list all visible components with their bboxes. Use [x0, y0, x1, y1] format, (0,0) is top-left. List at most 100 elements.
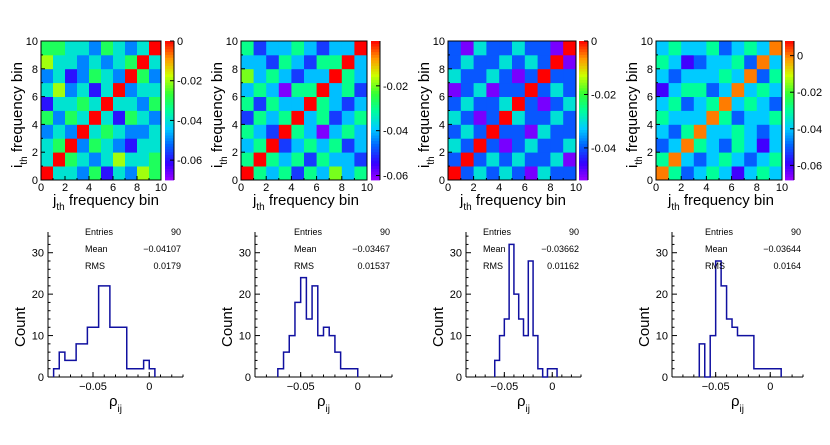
heatmap-cell [89, 152, 102, 167]
heatmap-cell [486, 124, 500, 139]
stats-label: Entries [85, 227, 114, 237]
heatmap-cell [125, 82, 138, 97]
heatmap-cell [499, 68, 513, 84]
histogram-bin [710, 336, 715, 377]
x-tick-label: 4 [703, 182, 709, 194]
x-tick-label: 6 [522, 182, 528, 194]
histogram-bin [278, 369, 284, 377]
heatmap-cell [53, 96, 66, 111]
histogram-bin [748, 336, 753, 377]
heatmap-cell [656, 110, 669, 125]
heatmap-cell [278, 110, 292, 125]
y-tick-label: 4 [32, 119, 38, 131]
y-tick-label: 20 [656, 289, 668, 301]
stats-box: Entries 90 Mean −0.03467 RMS 0.01537 [294, 227, 390, 271]
colorbar-segment [165, 68, 174, 72]
colorbar-segment [579, 85, 588, 89]
heatmap-cell [537, 82, 551, 97]
y-tick-label: 0 [456, 372, 462, 384]
histogram-bin [727, 319, 732, 377]
histogram-bin [524, 336, 529, 377]
heatmap-cell [550, 166, 564, 181]
colorbar-segment [785, 49, 794, 53]
heatmap-cell [681, 152, 695, 167]
heatmap-cell [65, 96, 78, 111]
heatmap-cell [706, 82, 720, 97]
y-axis-label: Count [219, 306, 236, 347]
heatmap-cell [316, 110, 330, 125]
heatmap-cell [744, 41, 758, 56]
colorbar-segment [371, 71, 380, 75]
heatmap-cell [769, 54, 783, 70]
heatmap-cell [668, 96, 682, 111]
heatmap-cell [125, 166, 138, 181]
heatmap-cell [731, 41, 745, 56]
x-tick-label: 4 [496, 182, 502, 194]
heatmap-cell [125, 41, 138, 56]
heatmap-cell [524, 110, 538, 125]
colorbar-segment [579, 132, 588, 136]
heatmap-cell [291, 68, 305, 84]
colorbar-segment [785, 77, 794, 81]
heatmap-cell [681, 96, 695, 111]
colorbar-segment [371, 141, 380, 145]
heatmap-cell [744, 166, 758, 181]
heatmap-cell [41, 138, 54, 153]
heatmap-cell [149, 54, 162, 70]
colorbar-segment [579, 110, 588, 114]
heatmap-cell [113, 54, 126, 70]
heatmap-cell [563, 96, 577, 111]
heatmap-cell [253, 96, 267, 111]
x-tick-label: 10 [155, 182, 167, 194]
heatmap-cell [756, 96, 770, 111]
histogram-bin [552, 369, 557, 377]
heatmap-cell [89, 82, 102, 97]
heatmap-cell [512, 124, 526, 139]
colorbar-segment [371, 41, 380, 45]
colorbar: 0 -0.02 -0.04 -0.06 [785, 41, 822, 181]
colorbar-segment [371, 63, 380, 67]
heatmap-cell [291, 152, 305, 167]
heatmap-cell [41, 54, 54, 70]
heatmap-cell [65, 54, 78, 70]
colorbar-segment [165, 177, 174, 181]
histogram-bin [110, 327, 116, 377]
colorbar-segment [579, 41, 588, 45]
heatmap-cell [341, 54, 355, 70]
colorbar-segment [785, 168, 794, 173]
heatmap-cell [341, 152, 355, 167]
x-tick-label: −0.05 [490, 381, 518, 393]
heatmap-cell [113, 110, 126, 125]
heatmap-cell [756, 166, 770, 181]
heatmap-cell [706, 96, 720, 111]
heatmap-cell [125, 110, 138, 125]
colorbar-label: -0.02 [797, 87, 822, 99]
heatmap-cell [512, 166, 526, 181]
heatmap-cell [266, 41, 280, 56]
heatmap-cell [341, 68, 355, 84]
heatmap-cell [89, 166, 102, 181]
stats-box: Entries 90 Mean −0.03662 RMS 0.01162 [483, 227, 579, 271]
colorbar-segment [371, 118, 380, 123]
colorbar-segment [579, 63, 588, 67]
heatmap-cell [304, 68, 317, 84]
heatmap-cell [253, 152, 267, 167]
heatmap-cell [460, 96, 474, 111]
heatmap-cell [304, 110, 317, 125]
heatmap-cell [744, 124, 758, 139]
heatmap-cell [354, 68, 368, 84]
heatmap-cell [756, 152, 770, 167]
y-tick-label: 10 [641, 36, 653, 48]
colorbar-segment [785, 157, 794, 161]
heatmap-cell [329, 54, 343, 70]
colorbar-segment [165, 60, 174, 64]
colorbar-segment [579, 88, 588, 92]
heatmap-cell [512, 138, 526, 153]
colorbar-segment [371, 46, 380, 50]
heatmap-cell [550, 68, 564, 84]
colorbar-segment [371, 116, 380, 120]
heatmap-cell [769, 96, 783, 111]
heatmap-cell [291, 82, 305, 97]
heatmap-cell [706, 152, 720, 167]
colorbar-segment [785, 68, 794, 72]
